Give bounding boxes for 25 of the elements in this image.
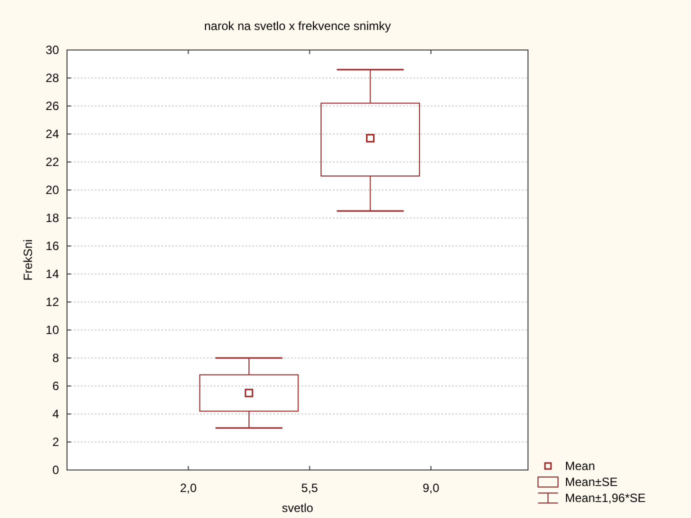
text: Mean±SE	[565, 475, 618, 490]
text: Mean±1,96*SE	[565, 491, 646, 506]
y-tick-label: 12	[46, 295, 60, 310]
x-tick-label: 5,5	[301, 481, 318, 495]
chart-title: narok na svetlo x frekvence snimky	[204, 19, 391, 33]
y-tick-label: 18	[46, 211, 60, 226]
y-tick-label: 24	[46, 127, 60, 142]
y-tick-label: 26	[46, 99, 60, 114]
y-tick-label: 22	[46, 155, 60, 170]
y-tick-label: 2	[52, 435, 60, 450]
x-axis-title: svetlo	[282, 501, 314, 515]
y-tick-label: 0	[52, 463, 60, 478]
y-tick-label: 8	[52, 351, 60, 366]
y-tick-label: 16	[46, 239, 60, 254]
y-axis-title: FrekSni	[21, 239, 35, 281]
x-tick-label: 2,0	[180, 481, 197, 495]
text: Mean	[565, 459, 596, 474]
y-tick-label: 6	[52, 379, 60, 394]
y-tick-label: 28	[46, 71, 60, 86]
y-tick-label: 10	[46, 323, 60, 338]
y-tick-label: 14	[46, 267, 60, 282]
y-tick-label: 4	[52, 407, 60, 422]
x-tick-label: 9,0	[422, 481, 440, 495]
y-tick-label: 20	[46, 183, 60, 198]
y-tick-label: 30	[46, 43, 60, 58]
